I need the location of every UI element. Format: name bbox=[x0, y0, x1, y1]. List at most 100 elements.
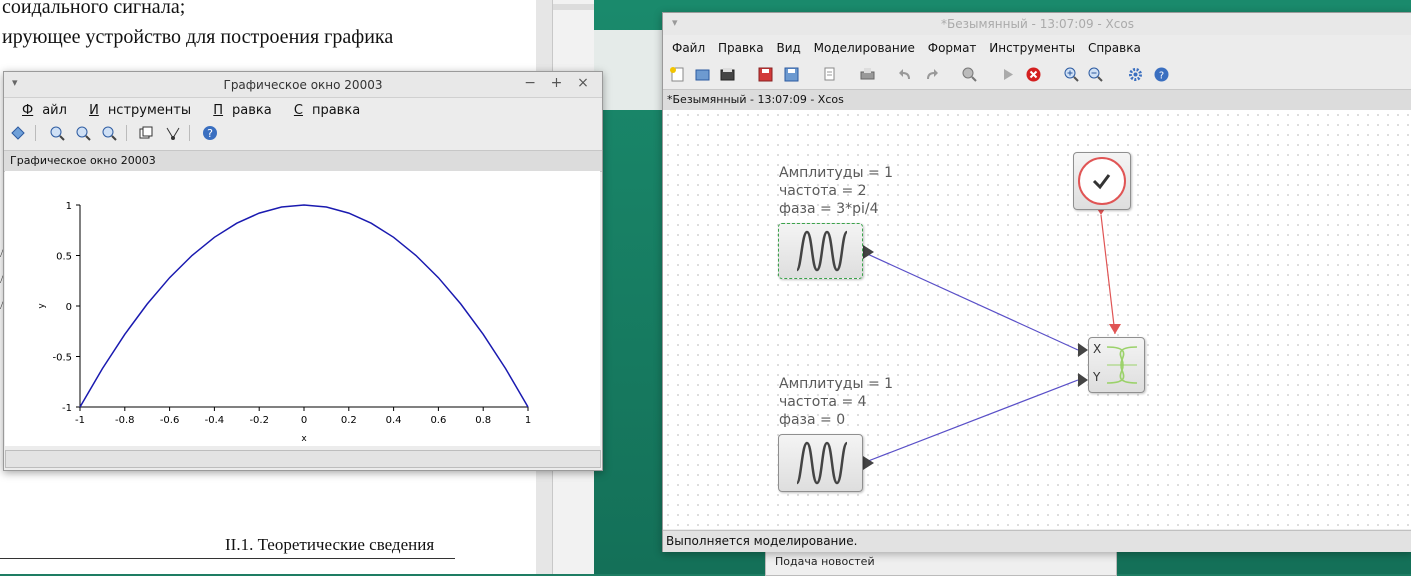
copy-window-icon[interactable] bbox=[137, 124, 155, 142]
data-link-2[interactable] bbox=[862, 379, 1079, 464]
lissajous-icon bbox=[1106, 346, 1138, 384]
start-simulation-icon[interactable] bbox=[999, 66, 1016, 83]
document-line: соидального сигнала; bbox=[2, 0, 186, 18]
zoom-in-icon[interactable] bbox=[48, 124, 66, 142]
print-setup-icon[interactable] bbox=[821, 66, 838, 83]
x-tick-label: 1 bbox=[525, 415, 531, 426]
xcos-status-text: Выполняется моделирование. bbox=[666, 534, 858, 548]
news-feed-label: Подача новостей bbox=[775, 555, 875, 568]
scope-event-input-port[interactable] bbox=[1109, 324, 1121, 334]
toolbar-separator bbox=[189, 125, 190, 141]
xcos-titlebar[interactable]: ▾ *Безымянный - 13:07:09 - Xcos bbox=[663, 13, 1411, 35]
minimize-button[interactable]: − bbox=[524, 75, 536, 91]
xcos-diagram-tab[interactable]: *Безымянный - 13:07:09 - Xcos bbox=[663, 89, 1411, 111]
event-link[interactable] bbox=[1100, 214, 1116, 335]
news-feed-panel: Подача новостей bbox=[765, 548, 1117, 576]
help-icon[interactable]: ? bbox=[201, 124, 219, 142]
sine-wave-icon bbox=[795, 230, 849, 272]
block1-params: Амплитуды = 1 частота = 2 фаза = 3*pi/4 bbox=[779, 164, 893, 218]
plot-area[interactable]: -1 -0.8 -0.6 -0.4 -0.2 0 0.2 0.4 0.6 0.8 1 1 0.5 0 -0.… bbox=[5, 171, 600, 446]
y-tick-label: -0.5 bbox=[52, 353, 72, 364]
block1-param-amplitude: Амплитуды = 1 bbox=[779, 165, 894, 181]
block1-output-port[interactable] bbox=[863, 245, 874, 259]
xcos-menu-simulation[interactable]: Моделирование bbox=[813, 41, 915, 55]
x-tick-label: 0.2 bbox=[341, 415, 357, 426]
maximize-button[interactable]: + bbox=[550, 75, 563, 91]
document-footer: II.1. Теоретические сведения bbox=[225, 535, 435, 559]
xcos-toolbar: ? bbox=[663, 62, 1411, 88]
print-icon[interactable] bbox=[859, 66, 876, 83]
open-in-scilab-icon[interactable] bbox=[719, 66, 736, 83]
y-tick-label: 1 bbox=[66, 201, 72, 212]
xcos-menu-file[interactable]: Файл bbox=[672, 41, 706, 55]
xcos-tab-label: *Безымянный - 13:07:09 - Xcos bbox=[667, 93, 844, 106]
y-axis-label: y bbox=[37, 303, 47, 309]
redo-icon[interactable] bbox=[923, 66, 940, 83]
clock-block[interactable] bbox=[1073, 152, 1131, 210]
xcos-status-bar: Выполняется моделирование. bbox=[663, 530, 1411, 552]
block2-param-amplitude: Амплитуды = 1 bbox=[779, 376, 894, 392]
document-line: ирующее устройство для построения график… bbox=[2, 26, 394, 48]
x-tick-label: 0 bbox=[301, 415, 307, 426]
x-tick-label: -0.6 bbox=[160, 415, 180, 426]
new-diagram-icon[interactable] bbox=[669, 66, 686, 83]
save-icon[interactable] bbox=[757, 66, 774, 83]
datatip-icon[interactable] bbox=[164, 124, 182, 142]
sine-generator-block-1[interactable] bbox=[778, 223, 863, 279]
x-tick-label: -1 bbox=[75, 415, 85, 426]
window-menu-icon[interactable]: ▾ bbox=[12, 76, 18, 89]
help-icon[interactable]: ? bbox=[1153, 66, 1170, 83]
background-window-fragment bbox=[594, 30, 664, 110]
xcos-canvas[interactable]: Амплитуды = 1 частота = 2 фаза = 3*pi/4 … bbox=[663, 110, 1411, 529]
x-tick-label: 0.8 bbox=[475, 415, 491, 426]
close-button[interactable]: × bbox=[577, 75, 589, 91]
zoom-fit-icon[interactable] bbox=[74, 124, 92, 142]
block1-param-phase: фаза = 3*pi/4 bbox=[779, 201, 879, 217]
setup-icon[interactable] bbox=[1127, 66, 1144, 83]
xcos-menu-tools[interactable]: Инструменты bbox=[989, 41, 1076, 55]
plot-svg: -1 -0.8 -0.6 -0.4 -0.2 0 0.2 0.4 0.6 0.8 1 1 0.5 0 -0.… bbox=[37, 201, 531, 444]
save-as-icon[interactable] bbox=[783, 66, 800, 83]
y-tick-label: 0.5 bbox=[56, 252, 72, 263]
toolbar-separator bbox=[35, 125, 36, 141]
scope-port-label-x: X bbox=[1093, 342, 1102, 356]
window-menu-icon[interactable]: ▾ bbox=[672, 16, 678, 29]
document-margin-marks: / / / bbox=[0, 246, 4, 312]
zoom-in-icon[interactable] bbox=[1063, 66, 1080, 83]
scope-input-port-x[interactable] bbox=[1078, 343, 1088, 357]
xcos-menu-help[interactable]: Справка bbox=[1087, 41, 1141, 55]
block2-params: Амплитуды = 1 частота = 4 фаза = 0 bbox=[779, 375, 893, 429]
block2-param-frequency: частота = 4 bbox=[779, 394, 867, 410]
svg-text:?: ? bbox=[207, 127, 213, 140]
toolbar-separator bbox=[126, 125, 127, 141]
x-axis-label: x bbox=[301, 434, 307, 444]
xcos-menu-edit[interactable]: Правка bbox=[717, 41, 764, 55]
xcos-menu-format[interactable]: Формат bbox=[927, 41, 977, 55]
stop-simulation-icon[interactable] bbox=[1025, 66, 1042, 83]
zoom-area-icon[interactable] bbox=[100, 124, 118, 142]
scope-input-port-y[interactable] bbox=[1078, 373, 1088, 387]
graphic-window-titlebar[interactable]: ▾ Графическое окно 20003 − + × bbox=[4, 72, 602, 98]
rotate-icon[interactable] bbox=[9, 124, 27, 142]
undo-icon[interactable] bbox=[897, 66, 914, 83]
xcos-window: ▾ *Безымянный - 13:07:09 - Xcos Файл Пра… bbox=[662, 12, 1411, 552]
zoom-out-icon[interactable] bbox=[1087, 66, 1104, 83]
xcos-window-title: *Безымянный - 13:07:09 - Xcos bbox=[941, 17, 1134, 31]
open-icon[interactable] bbox=[694, 66, 711, 83]
block1-param-frequency: частота = 2 bbox=[779, 183, 867, 199]
xy-scope-block[interactable]: X Y bbox=[1088, 337, 1145, 393]
sine-generator-block-2[interactable] bbox=[778, 434, 863, 492]
data-link-1[interactable] bbox=[862, 251, 1079, 351]
xcos-menu-view[interactable]: Вид bbox=[776, 41, 801, 55]
fit-diagram-icon[interactable] bbox=[961, 66, 978, 83]
window-frame-bar bbox=[553, 4, 595, 10]
block2-output-port[interactable] bbox=[863, 456, 874, 470]
graphic-toolbar: ? bbox=[4, 120, 602, 146]
graphic-status-bar bbox=[5, 450, 601, 468]
